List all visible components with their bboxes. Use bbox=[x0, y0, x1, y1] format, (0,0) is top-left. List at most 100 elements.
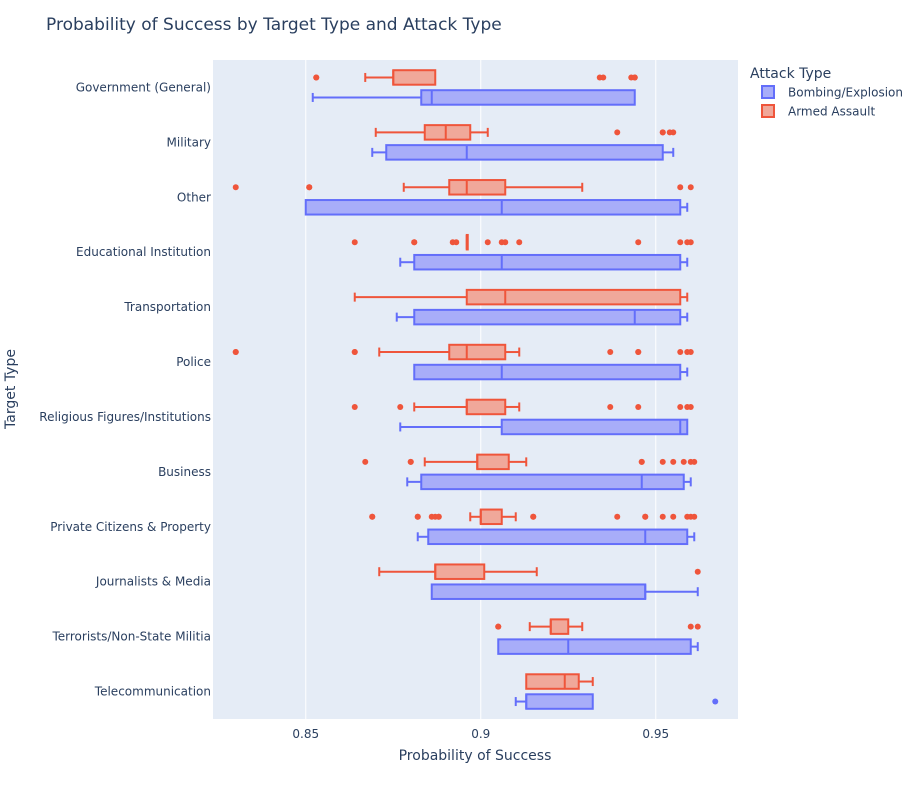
box-body bbox=[525, 693, 594, 710]
box-series bbox=[232, 69, 719, 710]
box-mark bbox=[369, 508, 698, 526]
outlier-point bbox=[232, 184, 239, 191]
legend-label: Armed Assault bbox=[788, 105, 875, 119]
outlier-point bbox=[687, 184, 694, 191]
y-tick-label: Military bbox=[167, 135, 211, 149]
outlier-point bbox=[659, 129, 666, 136]
y-tick-label: Religious Figures/Institutions bbox=[39, 410, 211, 424]
box-mark bbox=[313, 69, 638, 86]
chart-title: Probability of Success by Target Type an… bbox=[46, 15, 502, 35]
box-body bbox=[549, 618, 570, 635]
box-body bbox=[413, 308, 682, 326]
outlier-point bbox=[453, 239, 460, 246]
box-mark bbox=[378, 563, 701, 580]
box-body bbox=[420, 89, 636, 106]
outlier-point bbox=[407, 458, 414, 465]
y-tick-label: Transportation bbox=[123, 300, 211, 314]
box-body bbox=[413, 253, 682, 271]
outlier-point bbox=[687, 623, 694, 630]
x-axis-tick-labels: 0.85 0.9 0.95 bbox=[292, 727, 669, 741]
outlier-point bbox=[351, 239, 358, 246]
box-body bbox=[434, 563, 486, 580]
outlier-point bbox=[232, 349, 239, 356]
legend-label: Bombing/Explosion bbox=[788, 86, 903, 100]
y-tick-label: Journalists & Media bbox=[95, 575, 211, 589]
outlier-point bbox=[691, 458, 698, 465]
outlier-point bbox=[351, 349, 358, 356]
x-tick-label: 0.85 bbox=[292, 727, 319, 741]
box-mark bbox=[351, 398, 694, 416]
outlier-point bbox=[614, 129, 621, 136]
y-tick-label: Other bbox=[177, 190, 211, 204]
outlier-point bbox=[635, 239, 642, 246]
box-mark bbox=[304, 199, 689, 216]
box-mark bbox=[413, 363, 689, 381]
y-tick-label: Government (General) bbox=[76, 80, 211, 94]
outlier-point bbox=[313, 74, 320, 81]
outlier-point bbox=[631, 74, 638, 81]
outlier-point bbox=[495, 623, 502, 630]
outlier-point bbox=[712, 698, 719, 705]
outlier-point bbox=[670, 129, 677, 136]
plot-area bbox=[213, 60, 738, 719]
box-body bbox=[430, 583, 647, 600]
outlier-point bbox=[670, 513, 677, 520]
outlier-point bbox=[600, 74, 607, 81]
legend-item[interactable]: Bombing/Explosion bbox=[761, 85, 903, 100]
y-axis-tick-labels: Government (General) Military Other Educati… bbox=[39, 80, 211, 698]
x-axis-title: Probability of Success bbox=[399, 748, 552, 764]
box-body bbox=[413, 363, 682, 381]
outlier-point bbox=[530, 513, 537, 520]
box-mark bbox=[353, 288, 689, 306]
box-mark bbox=[430, 583, 699, 600]
box-mark bbox=[497, 638, 699, 655]
legend-item[interactable]: Armed Assault bbox=[761, 104, 875, 119]
x-tick-label: 0.95 bbox=[642, 727, 669, 741]
outlier-point bbox=[642, 513, 649, 520]
outlier-point bbox=[362, 458, 369, 465]
outlier-point bbox=[397, 403, 404, 410]
legend[interactable]: Attack Type Bombing/Explosion Armed Assau… bbox=[750, 66, 903, 119]
outlier-point bbox=[677, 349, 684, 356]
box-body bbox=[476, 453, 510, 471]
outlier-point bbox=[687, 349, 694, 356]
outlier-point bbox=[607, 403, 614, 410]
box-mark bbox=[514, 693, 719, 710]
series-armed-assault bbox=[232, 69, 701, 690]
outlier-point bbox=[351, 403, 358, 410]
outlier-point bbox=[635, 349, 642, 356]
box-mark bbox=[362, 453, 698, 471]
box-body bbox=[525, 673, 580, 690]
box-body bbox=[420, 473, 685, 491]
outlier-point bbox=[691, 513, 698, 520]
y-tick-label: Police bbox=[176, 355, 211, 369]
box-mark bbox=[351, 233, 694, 251]
outlier-point bbox=[687, 239, 694, 246]
box-mark bbox=[416, 528, 696, 546]
outlier-point bbox=[484, 239, 491, 246]
outlier-point bbox=[411, 239, 418, 246]
box-mark bbox=[232, 179, 694, 196]
y-tick-label: Educational Institution bbox=[76, 245, 211, 259]
box-body bbox=[465, 398, 507, 416]
box-mark bbox=[374, 124, 677, 141]
box-mark bbox=[232, 343, 694, 361]
outlier-point bbox=[502, 239, 509, 246]
outlier-point bbox=[670, 458, 677, 465]
box-body bbox=[448, 179, 507, 196]
box-mark bbox=[406, 473, 692, 491]
box-body bbox=[423, 124, 472, 141]
outlier-point bbox=[369, 513, 376, 520]
outlier-point bbox=[614, 513, 621, 520]
box-mark bbox=[399, 418, 689, 436]
outlier-point bbox=[680, 458, 687, 465]
outlier-point bbox=[435, 513, 442, 520]
legend-swatch bbox=[761, 85, 775, 99]
series-bombing-explosion bbox=[304, 89, 719, 710]
box-body bbox=[392, 69, 437, 86]
outlier-point bbox=[414, 513, 421, 520]
box-mark bbox=[399, 253, 689, 271]
outlier-point bbox=[635, 403, 642, 410]
